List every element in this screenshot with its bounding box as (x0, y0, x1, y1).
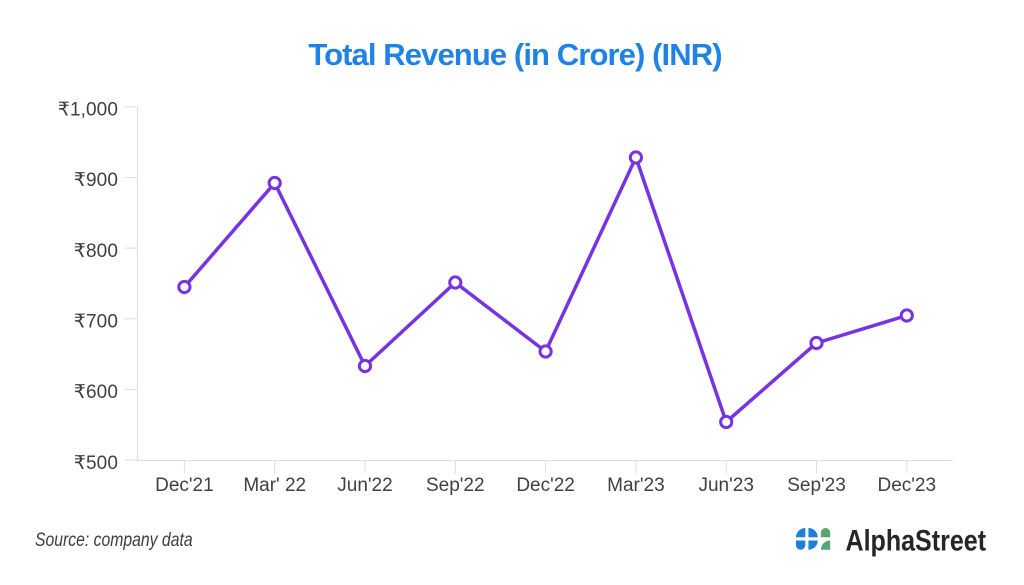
svg-text:₹700: ₹700 (74, 311, 118, 332)
svg-text:₹1,000: ₹1,000 (58, 100, 118, 121)
svg-text:Jun'22: Jun'22 (337, 475, 392, 496)
svg-text:Mar' 22: Mar' 22 (243, 475, 306, 496)
svg-text:Mar'23: Mar'23 (607, 475, 664, 496)
svg-text:Dec'22: Dec'22 (516, 475, 575, 496)
svg-text:Total Revenue (in Crore) (INR): Total Revenue (in Crore) (INR) (308, 37, 721, 72)
svg-text:Sep'22: Sep'22 (426, 475, 485, 496)
svg-text:Dec'21: Dec'21 (155, 475, 214, 496)
svg-text:Jun'23: Jun'23 (698, 475, 753, 496)
svg-text:AlphaStreet: AlphaStreet (846, 523, 987, 557)
svg-text:₹800: ₹800 (74, 241, 118, 262)
svg-text:Sep'23: Sep'23 (787, 475, 846, 496)
svg-text:Source: company data: Source: company data (35, 529, 193, 551)
svg-text:₹600: ₹600 (74, 382, 118, 403)
svg-text:₹500: ₹500 (74, 453, 118, 474)
svg-text:₹900: ₹900 (74, 170, 118, 191)
svg-text:Dec'23: Dec'23 (878, 475, 937, 496)
